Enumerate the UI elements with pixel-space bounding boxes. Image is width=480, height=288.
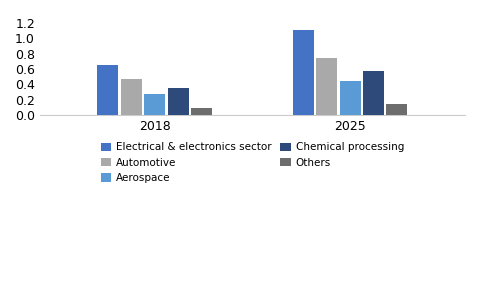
Bar <box>386 105 408 115</box>
Bar <box>340 81 361 115</box>
Bar <box>293 31 314 115</box>
Bar <box>191 108 212 115</box>
Bar <box>97 65 119 115</box>
Legend: Electrical & electronics sector, Automotive, Aerospace, Chemical processing, Oth: Electrical & electronics sector, Automot… <box>101 143 404 183</box>
Bar <box>316 58 337 115</box>
Bar <box>363 71 384 115</box>
Bar <box>121 79 142 115</box>
Bar <box>144 94 165 115</box>
Bar <box>168 88 189 115</box>
